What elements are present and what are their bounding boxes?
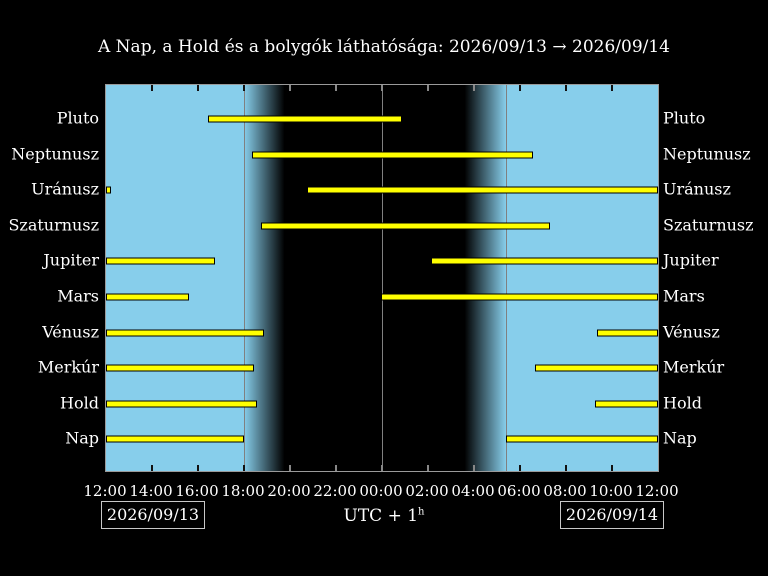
visibility-bar-vénusz [597,329,658,337]
row-label-right-pluto: Pluto [663,108,706,128]
timezone-label: UTC + 1h [0,506,768,526]
axis-tick-bottom [472,465,475,471]
axis-tick-top [610,85,613,91]
axis-tick-bottom [565,465,567,471]
row-label-right-hold: Hold [663,393,702,413]
row-label-left-pluto: Pluto [56,108,99,128]
axis-tick-top [519,85,521,91]
axis-tick-top [427,85,429,91]
visibility-bar-vénusz [106,329,264,337]
axis-tick-top [243,85,245,91]
row-label-left-szaturnusz: Szaturnusz [8,215,99,235]
row-label-right-neptunusz: Neptunusz [663,144,751,164]
x-tick-label: 20:00 [267,482,311,500]
sunset-line [244,85,245,471]
row-label-left-nap: Nap [65,428,99,448]
visibility-bar-uránusz [307,186,658,194]
axis-tick-top [381,85,383,91]
visibility-bar-hold [594,400,658,408]
visibility-bar-jupiter [431,257,658,265]
row-label-right-nap: Nap [663,428,697,448]
axis-tick-bottom [150,465,153,471]
row-label-left-jupiter: Jupiter [43,250,99,270]
axis-tick-bottom [381,465,383,471]
plot-area [105,84,659,472]
row-label-right-jupiter: Jupiter [663,250,719,270]
axis-tick-bottom [335,465,337,471]
x-tick-label: 18:00 [221,482,265,500]
visibility-bar-neptunusz [252,151,533,159]
axis-tick-top [565,85,567,91]
visibility-bar-merkúr [106,364,255,372]
visibility-bar-hold [106,400,257,408]
row-label-right-szaturnusz: Szaturnusz [663,215,754,235]
y-axis-labels-right: Pluto Neptunusz Uránusz Szaturnusz Jupiter Ma… [663,84,768,470]
axis-tick-bottom [427,465,429,471]
x-tick-label: 22:00 [313,482,357,500]
axis-tick-bottom [610,465,613,471]
chart-title: A Nap, a Hold és a bolygók láthatósága: … [98,37,670,57]
row-label-left-merkúr: Merkúr [37,357,99,377]
x-tick-label: 06:00 [497,482,541,500]
x-tick-label: 04:00 [451,482,495,500]
axis-tick-top [196,85,199,91]
x-axis-tick-labels: 12:00 14:00 16:00 18:00 20:00 22:00 00:00 02:00… [83,482,678,500]
visibility-bar-pluto [208,115,402,123]
visibility-bar-uránusz [106,186,111,194]
axis-tick-bottom [243,465,245,471]
midnight-gridline [382,85,383,471]
axis-tick-bottom [196,465,199,471]
visibility-bar-mars [106,293,189,301]
row-label-right-mars: Mars [663,286,705,306]
x-tick-label: 12:00 [83,482,127,500]
timezone-superscript: h [418,506,425,518]
row-label-left-mars: Mars [57,286,99,306]
axis-tick-top [150,85,153,91]
visibility-bar-nap [506,435,658,443]
axis-tick-top [472,85,475,91]
x-tick-label: 08:00 [543,482,587,500]
visibility-bar-jupiter [106,257,216,265]
visibility-bar-nap [106,435,244,443]
x-tick-label: 14:00 [129,482,173,500]
timezone-text: UTC + 1 [343,506,419,526]
dusk-twilight-gradient [244,85,288,471]
visibility-bar-szaturnusz [261,222,550,230]
x-tick-label: 12:00 [635,482,679,500]
sunrise-line [506,85,508,471]
axis-tick-top [288,85,291,91]
axis-tick-top [335,85,337,91]
row-label-right-vénusz: Vénusz [663,322,720,342]
row-label-left-neptunusz: Neptunusz [11,144,99,164]
x-tick-label: 10:00 [589,482,633,500]
row-label-right-uránusz: Uránusz [663,179,731,199]
start-date-box: 2026/09/13 [101,501,205,529]
row-label-left-uránusz: Uránusz [31,179,99,199]
daylight-region [506,85,658,471]
y-axis-labels-left: Pluto Neptunusz Uránusz Szaturnusz Jupiter Ma… [0,84,99,470]
x-tick-label: 00:00 [359,482,403,500]
visibility-bar-merkúr [534,364,658,372]
row-label-right-merkúr: Merkúr [663,357,725,377]
axis-tick-bottom [288,465,291,471]
daylight-region [106,85,244,471]
visibility-bar-mars [380,293,658,301]
end-date-box: 2026/09/14 [560,501,664,529]
dawn-twilight-gradient [461,85,507,471]
x-tick-label: 16:00 [175,482,219,500]
row-label-left-hold: Hold [60,393,99,413]
x-tick-label: 02:00 [405,482,449,500]
axis-tick-bottom [519,465,521,471]
row-label-left-vénusz: Vénusz [42,322,99,342]
